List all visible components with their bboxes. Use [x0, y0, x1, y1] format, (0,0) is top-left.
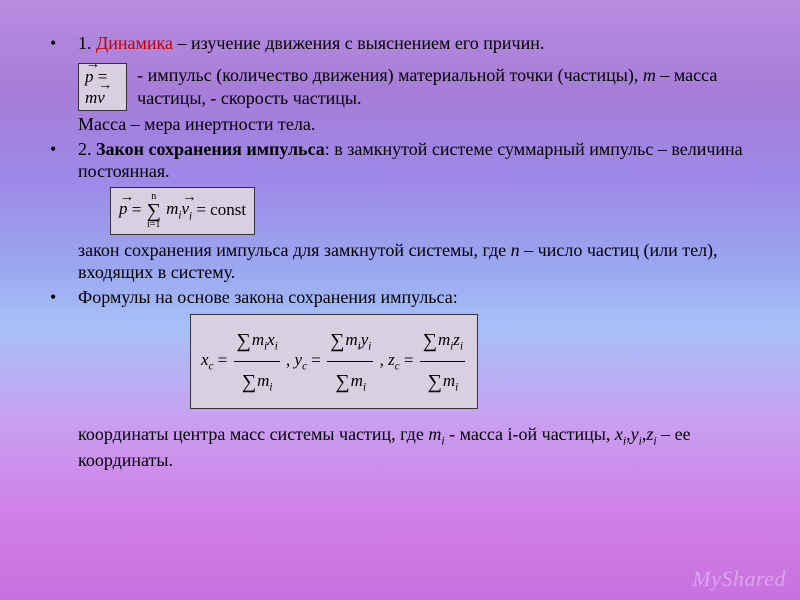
p4-m-sym: m: [428, 424, 441, 444]
p2-bold: Закон сохранения импульса: [96, 139, 325, 159]
sigma-icon: ∑: [147, 202, 161, 220]
p1-lead: 1.: [78, 33, 96, 53]
frac-z-den: ∑mi: [425, 362, 461, 402]
frac-x: ∑mixi ∑mi: [234, 321, 280, 402]
f3-zc-sym: z: [388, 350, 395, 369]
bullet-2: • 2. Закон сохранения импульса: в замкну…: [50, 138, 750, 183]
xx: x: [267, 330, 275, 349]
f3-yc: yc: [295, 350, 307, 369]
f1-m: m: [85, 88, 97, 107]
p1b-text: - импульс (количество движения) материал…: [137, 64, 750, 109]
formula-conservation: p = n∑i=1 mivi = const: [110, 187, 255, 235]
f2-m-sym: m: [166, 199, 178, 218]
mx: m: [252, 330, 264, 349]
mxd: m: [257, 371, 269, 390]
sum-symbol: n∑i=1: [147, 192, 161, 230]
p4-y: yi: [631, 424, 642, 444]
f3-zc: zc: [388, 350, 400, 369]
f1-p: p: [85, 66, 94, 87]
watermark: MyShared: [692, 566, 786, 592]
f2-v: v: [181, 198, 189, 219]
slide-content: • 1. Динамика – изучение движения с выяс…: [0, 0, 800, 494]
f2-m: mi: [166, 199, 181, 218]
mxdi: i: [269, 381, 272, 393]
frac-z: ∑mizi ∑mi: [420, 321, 465, 402]
p1c: Масса – мера инертности тела.: [78, 113, 750, 136]
p4-x-sym: x: [615, 424, 623, 444]
bullet-marker: •: [50, 286, 78, 309]
p1-keyword: Динамика: [96, 33, 173, 53]
line-formula-3: xc = ∑mixi ∑mi , yc = ∑miyi ∑mi , zc = ∑…: [190, 314, 750, 409]
p1b-a: - импульс (количество движения) материал…: [137, 65, 643, 85]
formula-center-mass: xc = ∑mixi ∑mi , yc = ∑miyi ∑mi , zc = ∑…: [190, 314, 478, 409]
my: m: [345, 330, 357, 349]
zzi: i: [460, 340, 463, 352]
bullet-3: • Формулы на основе закона сохранения им…: [50, 286, 750, 309]
frac-y: ∑miyi ∑mi: [327, 321, 373, 402]
frac-y-num: ∑miyi: [327, 321, 373, 361]
zz: z: [453, 330, 460, 349]
myd: m: [351, 371, 363, 390]
mzd: m: [443, 371, 455, 390]
frac-y-den: ∑mi: [332, 362, 368, 402]
bullet-3-text: Формулы на основе закона сохранения импу…: [78, 286, 750, 309]
bullet-1-text: 1. Динамика – изучение движения с выясне…: [78, 32, 750, 55]
f3-yc-sym: y: [295, 350, 303, 369]
p2b-a: закон сохранения импульса для замкнутой …: [78, 240, 511, 260]
frac-z-num: ∑mizi: [420, 321, 465, 361]
f3-xc-sym: x: [201, 350, 209, 369]
f3-c1: ,: [282, 350, 295, 369]
formula-momentum: p = mv: [78, 63, 127, 112]
f3-c2: ,: [375, 350, 388, 369]
line-formula-2: p = n∑i=1 mivi = const: [110, 187, 750, 235]
f3-eq2: =: [307, 350, 325, 369]
f3-xc: xc: [201, 350, 213, 369]
f2-v-sym: v: [181, 199, 189, 218]
p4-m: mi: [428, 424, 444, 444]
f2-const: = const: [192, 199, 246, 218]
p4-b: - масса i-ой частицы,: [445, 424, 615, 444]
f3-eq3: =: [400, 350, 418, 369]
sum-bot: i=1: [147, 220, 160, 230]
p4-y-sym: y: [631, 424, 639, 444]
p1-rest: изучение движения с выяснением его причи…: [191, 33, 544, 53]
p2-lead: 2.: [78, 139, 96, 159]
mydi: i: [363, 381, 366, 393]
p4-x: xi: [615, 424, 626, 444]
mz: m: [438, 330, 450, 349]
p4-a: координаты центра масс системы частиц, г…: [78, 424, 428, 444]
frac-x-num: ∑mixi: [234, 321, 280, 361]
xxi: i: [275, 340, 278, 352]
p1-dash: –: [173, 33, 191, 53]
bullet-1: • 1. Динамика – изучение движения с выяс…: [50, 32, 750, 55]
bullet-marker: •: [50, 32, 78, 55]
p1b-m: m: [643, 65, 656, 85]
yyi: i: [368, 340, 371, 352]
line-formula-1: p = mv - импульс (количество движения) м…: [78, 63, 750, 112]
f1-v: v: [97, 87, 105, 108]
bullet-2-text: 2. Закон сохранения импульса: в замкнуто…: [78, 138, 750, 183]
p4-z: zi: [646, 424, 656, 444]
bullet-marker: •: [50, 138, 78, 161]
f2-p: p: [119, 198, 128, 219]
p4: координаты центра масс системы частиц, г…: [78, 423, 750, 472]
p2b: закон сохранения импульса для замкнутой …: [78, 239, 750, 284]
p2b-n: n: [511, 240, 520, 260]
frac-x-den: ∑mi: [239, 362, 275, 402]
mzdi: i: [455, 381, 458, 393]
f3-eq1: =: [213, 350, 231, 369]
